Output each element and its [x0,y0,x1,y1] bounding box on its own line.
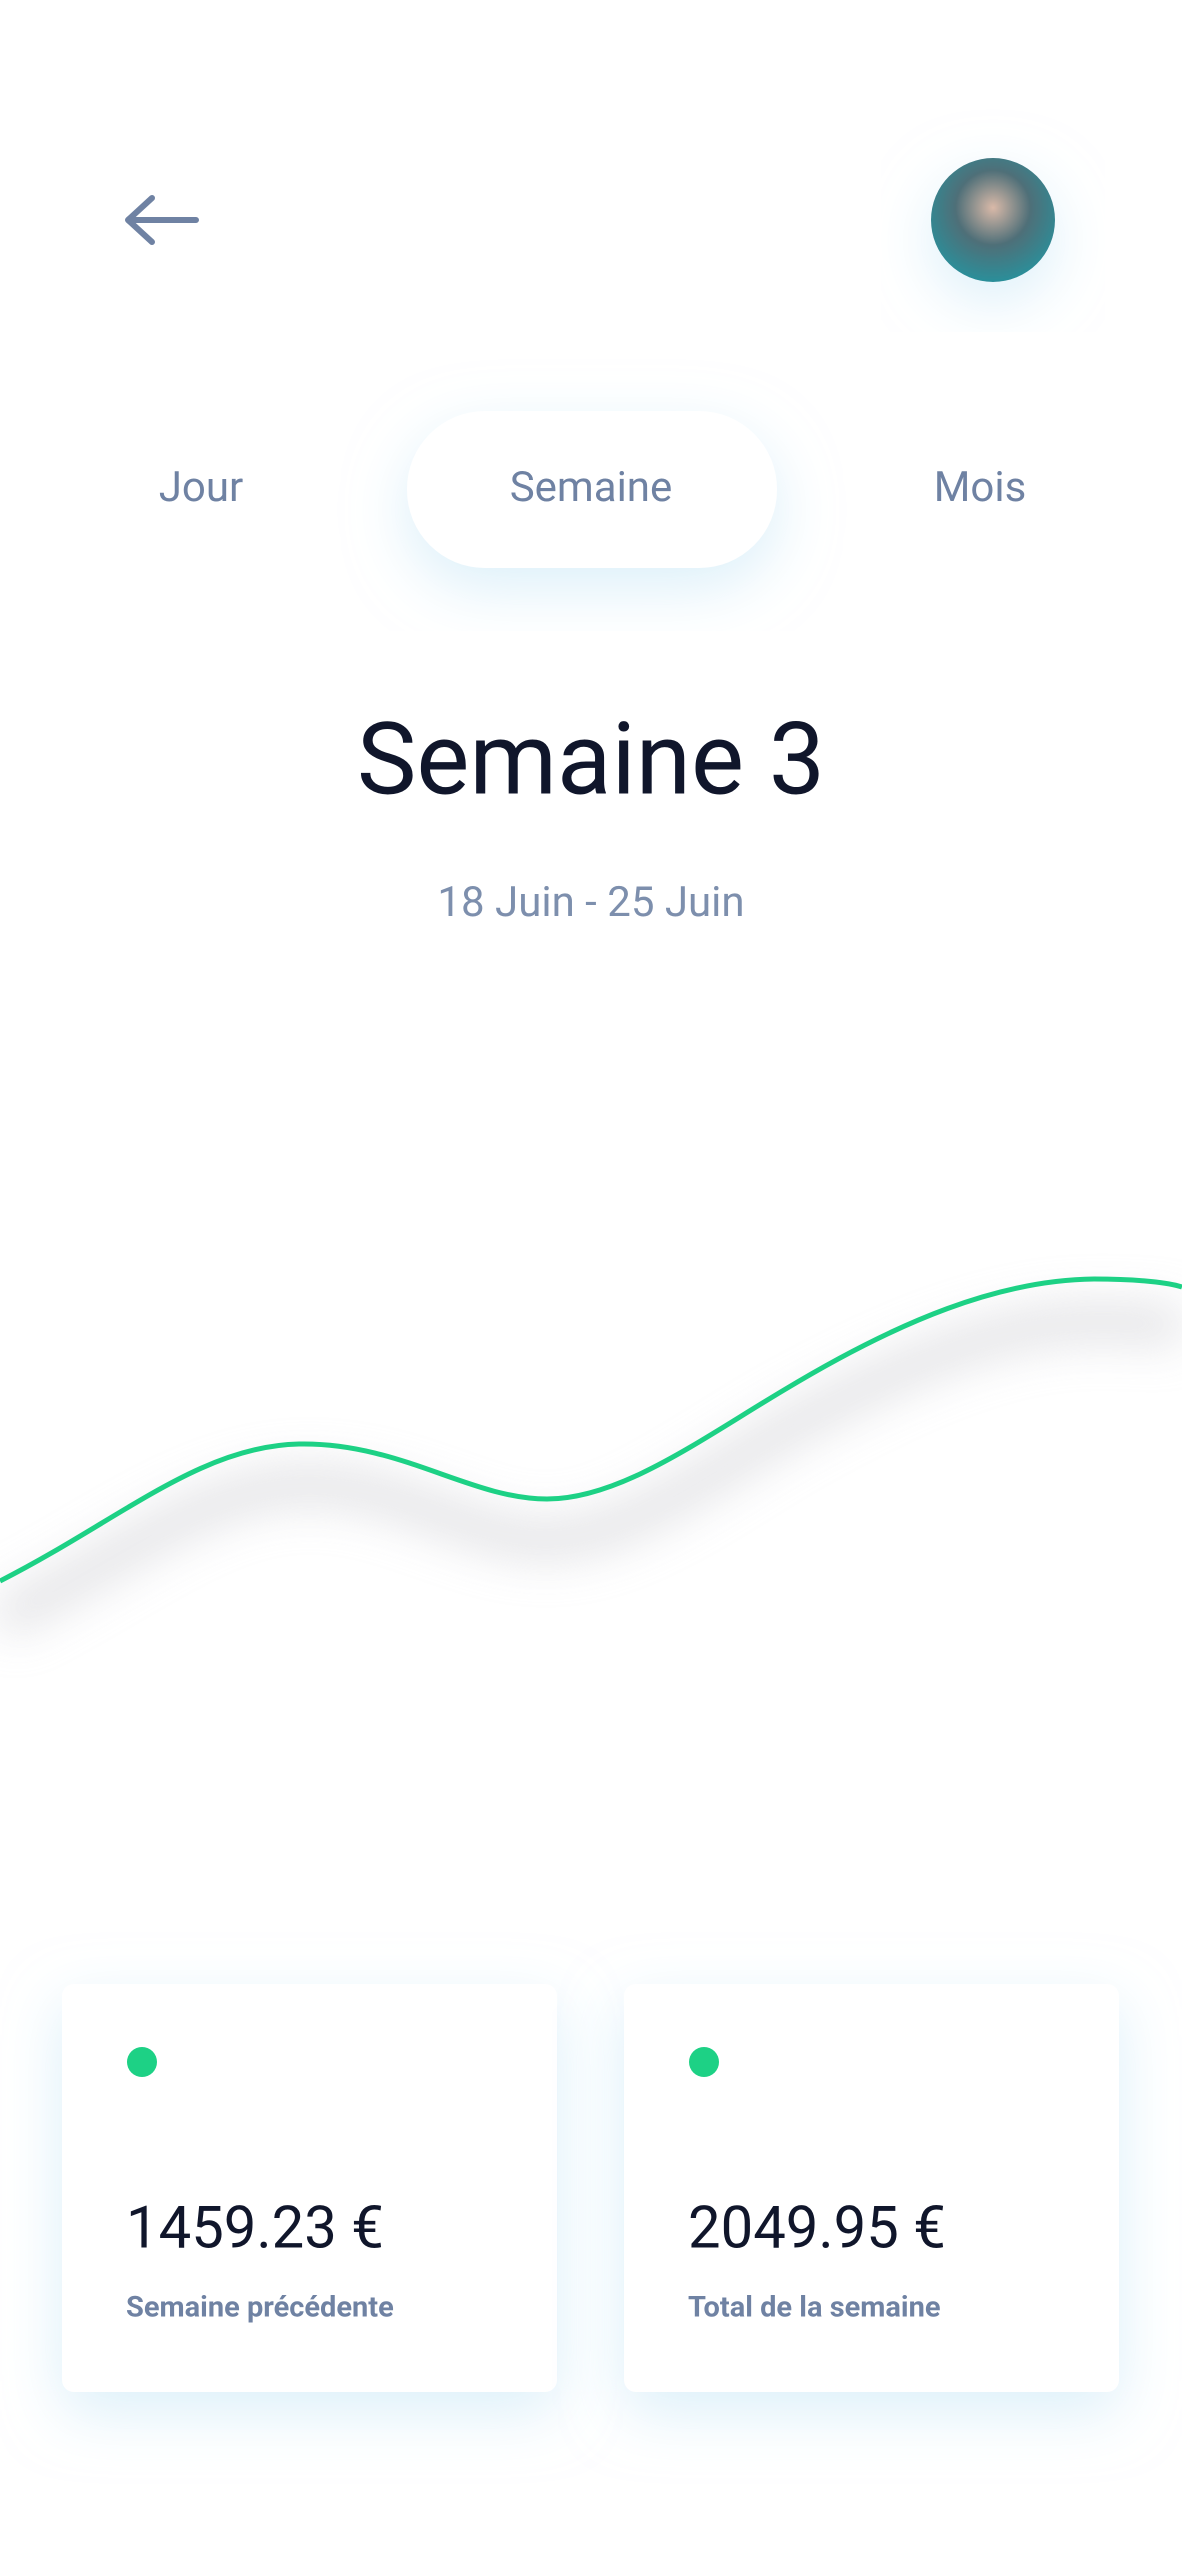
status-dot [689,2047,719,2077]
card-amount: 1459.23 € [126,2194,384,2262]
card [624,1984,1119,2392]
avatar[interactable] [931,158,1055,282]
tab[interactable]: Jour [159,463,244,512]
active-tab-pill [407,411,777,568]
trend-curve [0,1276,1182,1584]
back-button[interactable] [125,195,199,245]
tab[interactable]: Semaine [510,463,673,512]
card-amount: 2049.95 € [688,2194,946,2262]
card-label: Semaine précédente [126,2291,394,2325]
card-label: Total de la semaine [688,2291,941,2325]
cards: 1459.23 € Semaine précédente 2049.95 € Tota… [62,1984,1119,2392]
date-range: 18 Juin - 25 Juin [437,878,744,927]
tabs: Jour Semaine Mois [159,463,1027,512]
title: Semaine 3 [357,701,825,818]
tab[interactable]: Mois [934,463,1027,512]
back-arrow [125,195,199,245]
chart-background [61,1012,1124,1845]
status-dot [127,2047,157,2077]
card [62,1984,557,2392]
curve-shadow [0,1301,1182,1638]
